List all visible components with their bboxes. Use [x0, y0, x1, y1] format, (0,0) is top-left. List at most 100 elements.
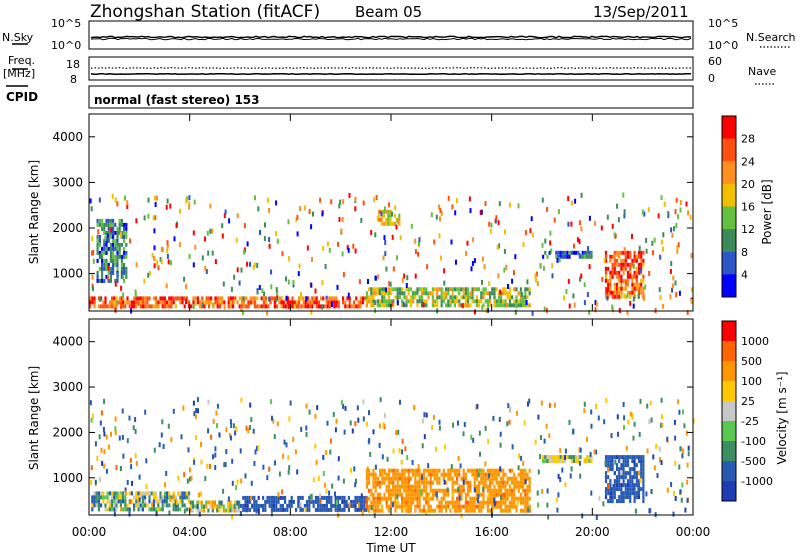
heatmap-cell [417, 464, 420, 470]
heatmap-cell [499, 431, 502, 437]
heatmap-cell [236, 479, 239, 485]
heatmap-cell [117, 300, 120, 305]
heatmap-cell [126, 507, 129, 512]
heatmap-cell [280, 296, 283, 301]
heatmap-cell [245, 507, 248, 513]
heatmap-cell [135, 296, 138, 301]
heatmap-cell [622, 475, 625, 480]
heatmap-cell [188, 499, 191, 504]
heatmap-cell [101, 258, 104, 263]
heatmap-cell [416, 468, 419, 473]
heatmap-cell [394, 508, 397, 513]
heatmap-cell [473, 476, 476, 481]
heatmap-cell [357, 502, 360, 508]
heatmap-cell [306, 296, 309, 301]
heatmap-cell [462, 431, 465, 437]
heatmap-cell [182, 405, 185, 411]
heatmap-cell [109, 250, 112, 255]
heatmap-cell [456, 299, 459, 304]
heatmap-cell [379, 303, 382, 308]
heatmap-cell [275, 503, 278, 508]
heatmap-cell [473, 508, 476, 513]
heatmap-cell [115, 296, 118, 301]
heatmap-cell [587, 246, 590, 252]
heatmap-cell [666, 487, 669, 493]
heatmap-cell [122, 453, 125, 459]
heatmap-cell [409, 295, 412, 300]
heatmap-cell [504, 229, 506, 235]
heatmap-cell [506, 480, 509, 485]
heatmap-cell [155, 296, 158, 301]
heatmap-cell [303, 503, 306, 508]
heatmap-cell [579, 447, 582, 453]
heatmap-cell [380, 505, 383, 511]
heatmap-cell [385, 221, 388, 226]
heatmap-cell [425, 500, 428, 505]
heatmap-cell [270, 503, 273, 508]
heatmap-cell [409, 476, 412, 481]
heatmap-cell [229, 432, 232, 438]
heatmap-cell [482, 476, 485, 481]
heatmap-cell [105, 266, 108, 271]
heatmap-cell [467, 291, 470, 296]
heatmap-cell [133, 300, 136, 305]
heatmap-cell [387, 303, 390, 308]
heatmap-cell [212, 454, 214, 460]
heatmap-cell [440, 500, 443, 505]
heatmap-cell [263, 236, 266, 242]
heatmap-cell [522, 472, 525, 477]
heatmap-cell [447, 468, 450, 473]
heatmap-cell [170, 260, 172, 266]
heatmap-cell [116, 226, 119, 231]
heatmap-cell [491, 504, 494, 509]
colorbar-swatch [722, 481, 736, 502]
heatmap-cell [163, 503, 166, 508]
heatmap-cell [352, 503, 355, 508]
heatmap-cell [240, 503, 243, 508]
heatmap-cell [285, 442, 288, 448]
heatmap-cell [557, 473, 560, 479]
heatmap-cell [326, 420, 329, 426]
heatmap-cell [164, 482, 166, 488]
heatmap-cell [89, 296, 92, 301]
heatmap-cell [376, 504, 379, 509]
heatmap-cell [526, 295, 529, 300]
heatmap-cell [341, 507, 344, 512]
heatmap-cell [168, 296, 171, 301]
heatmap-cell [473, 468, 476, 473]
heatmap-cell [394, 492, 397, 497]
heatmap-cell [156, 260, 159, 266]
heatmap-cell [96, 246, 99, 251]
heatmap-cell [451, 488, 454, 493]
heatmap-cell [131, 480, 133, 486]
heatmap-cell [514, 309, 517, 315]
heatmap-cell [250, 480, 253, 486]
heatmap-cell [607, 278, 610, 283]
heatmap-cell [220, 504, 223, 509]
heatmap-cell [218, 508, 221, 513]
heatmap-cell [109, 234, 112, 239]
heatmap-cell [611, 274, 614, 279]
heatmap-cell [423, 412, 426, 418]
heatmap-cell [342, 478, 345, 484]
heatmap-cell [421, 474, 424, 480]
heatmap-cell [100, 304, 103, 309]
heatmap-cell [330, 507, 333, 512]
heatmap-cell [251, 300, 254, 305]
heatmap-cell [535, 271, 538, 277]
heatmap-cell [209, 500, 212, 505]
heatmap-cell [109, 274, 112, 279]
heatmap-cell [277, 495, 280, 500]
heatmap-cell [613, 258, 616, 263]
heatmap-cell [429, 504, 432, 509]
heatmap-cell [609, 499, 612, 504]
heatmap-cell [396, 504, 399, 509]
heatmap-cell [232, 298, 235, 304]
heatmap-cell [163, 499, 166, 504]
heatmap-cell [416, 480, 419, 485]
heatmap-cell [583, 401, 586, 407]
heatmap-cell [205, 269, 208, 274]
heatmap-cell [442, 468, 445, 473]
heatmap-cell [128, 511, 131, 517]
heatmap-cell [412, 496, 415, 501]
